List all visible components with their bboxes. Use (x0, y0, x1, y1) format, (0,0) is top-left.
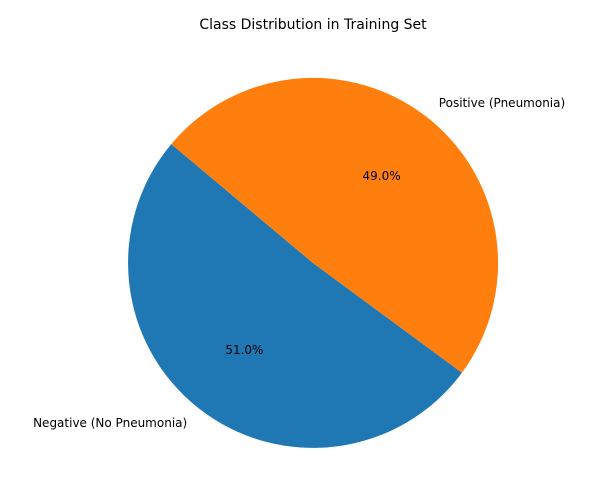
pie-slices (128, 77, 499, 448)
slice-category-label-1: Negative (No Pneumonia) (33, 416, 187, 430)
pie-slice-2 (171, 77, 499, 373)
chart-title: Class Distribution in Training Set (199, 17, 427, 33)
slice-category-label-2: Positive (Pneumonia) (439, 96, 565, 110)
slice-percent-label-2: 49.0% (363, 169, 401, 183)
pie-slice-1 (128, 144, 462, 448)
pie-labels: 51.0% Negative (No Pneumonia) 49.0% Positiv… (33, 96, 565, 430)
slice-percent-label-1: 51.0% (225, 343, 263, 357)
